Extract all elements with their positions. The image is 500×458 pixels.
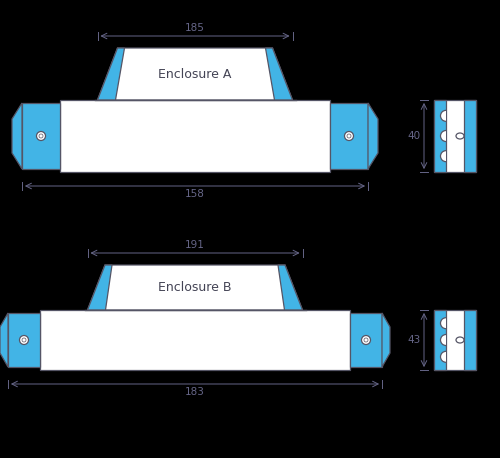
Text: 191: 191 <box>185 240 205 250</box>
Wedge shape <box>440 110 446 121</box>
Bar <box>434 100 446 172</box>
Polygon shape <box>266 48 292 100</box>
Ellipse shape <box>456 133 464 139</box>
Polygon shape <box>368 103 378 169</box>
Text: 158: 158 <box>185 189 205 199</box>
Wedge shape <box>440 318 446 329</box>
Bar <box>464 310 476 370</box>
Wedge shape <box>440 351 446 362</box>
Bar <box>434 310 446 370</box>
Polygon shape <box>278 265 302 310</box>
Polygon shape <box>12 103 22 169</box>
Polygon shape <box>88 265 112 310</box>
Circle shape <box>20 336 28 344</box>
Circle shape <box>344 131 354 141</box>
Text: 183: 183 <box>185 387 205 397</box>
Circle shape <box>347 134 351 138</box>
Circle shape <box>36 131 46 141</box>
Text: 43: 43 <box>408 335 421 345</box>
Text: Enclosure A: Enclosure A <box>158 67 232 81</box>
Polygon shape <box>98 48 124 100</box>
Bar <box>434 310 476 370</box>
Bar <box>60 100 330 172</box>
Polygon shape <box>382 313 390 367</box>
Bar <box>434 100 476 172</box>
Circle shape <box>364 338 368 342</box>
Circle shape <box>362 336 370 344</box>
Polygon shape <box>0 313 8 367</box>
Bar <box>22 103 60 169</box>
Ellipse shape <box>456 337 464 343</box>
Wedge shape <box>440 334 446 345</box>
Bar <box>330 103 368 169</box>
Circle shape <box>39 134 43 138</box>
Wedge shape <box>440 131 446 142</box>
Bar <box>8 313 40 367</box>
Text: Enclosure B: Enclosure B <box>158 281 232 294</box>
Text: 185: 185 <box>185 23 205 33</box>
Bar <box>464 100 476 172</box>
Wedge shape <box>440 151 446 162</box>
Bar <box>350 313 382 367</box>
Text: 40: 40 <box>408 131 421 141</box>
Circle shape <box>22 338 26 342</box>
Polygon shape <box>98 48 292 100</box>
Bar <box>40 310 350 370</box>
Polygon shape <box>88 265 302 310</box>
